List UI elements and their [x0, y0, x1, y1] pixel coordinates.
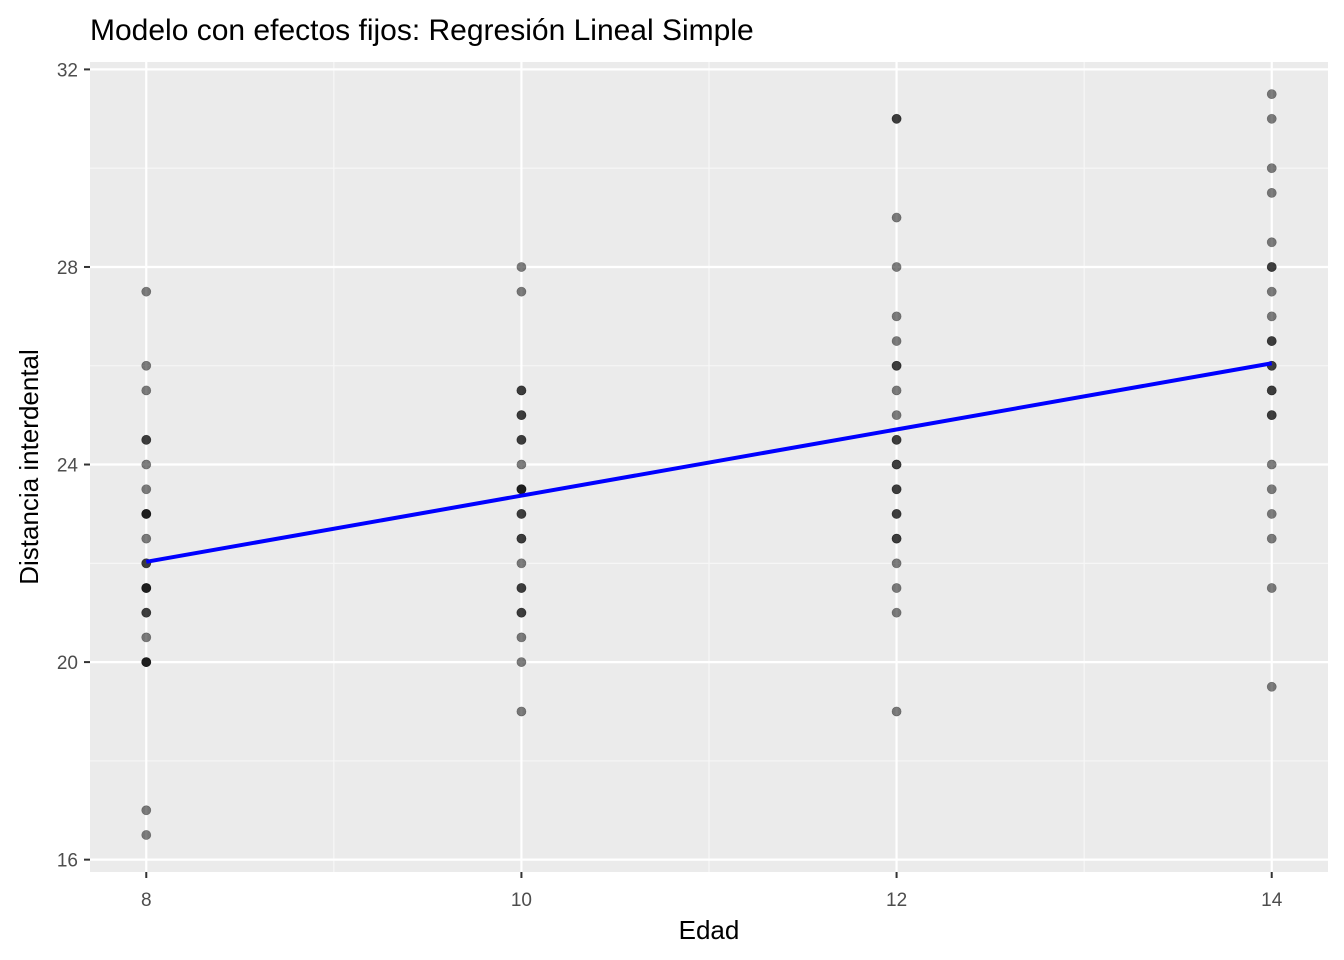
data-point [516, 410, 527, 421]
data-point [516, 509, 527, 519]
x-tick-label: 10 [511, 890, 532, 911]
y-axis-title: Distancia interdental [14, 349, 44, 585]
x-tick-label: 12 [886, 890, 907, 911]
x-tick-label: 14 [1261, 890, 1283, 911]
data-point [516, 434, 527, 445]
data-point [891, 385, 902, 396]
y-tick-label: 28 [57, 258, 78, 279]
data-point [1266, 237, 1277, 248]
data-point [1266, 286, 1277, 297]
data-point [891, 262, 902, 272]
data-point [891, 706, 902, 717]
y-axis: 16 20 24 28 32 [57, 60, 90, 872]
data-point [1266, 509, 1277, 519]
data-point [891, 113, 902, 124]
x-tick-label: 8 [141, 890, 152, 911]
data-point [516, 262, 527, 272]
data-point [141, 360, 152, 371]
data-point [891, 360, 902, 371]
data-point [891, 533, 902, 544]
data-point [891, 509, 902, 519]
data-point [141, 385, 152, 396]
data-point [1266, 459, 1277, 470]
data-point [891, 434, 902, 445]
data-point [141, 805, 152, 816]
data-point [141, 286, 152, 297]
data-point [516, 286, 527, 297]
y-tick-label: 32 [57, 60, 78, 81]
data-point [516, 706, 527, 717]
data-point [141, 607, 152, 618]
data-point [141, 657, 152, 667]
data-point [141, 459, 152, 470]
data-point [891, 607, 902, 618]
regression-line-group [145, 361, 1273, 564]
data-points [141, 89, 1277, 840]
data-point [141, 484, 152, 495]
x-axis: 8 10 12 14 [141, 872, 1283, 911]
data-point [1266, 681, 1277, 692]
y-tick-label: 24 [57, 456, 79, 477]
data-point [516, 385, 527, 396]
y-tick-label: 20 [57, 653, 78, 674]
y-tick-label: 16 [57, 851, 78, 872]
data-point [1266, 262, 1277, 272]
x-axis-title: Edad [679, 915, 740, 945]
data-point [516, 583, 527, 593]
regression-line [145, 361, 1273, 564]
data-point [1266, 311, 1277, 322]
data-point [141, 509, 152, 519]
data-point [1266, 583, 1277, 593]
data-point [891, 410, 902, 421]
data-point [141, 434, 152, 445]
data-point [1266, 410, 1277, 421]
data-point [891, 583, 902, 593]
minor-gridlines [90, 62, 1328, 872]
chart-title: Modelo con efectos fijos: Regresión Line… [90, 14, 754, 47]
data-point [1266, 484, 1277, 495]
data-point [141, 533, 152, 544]
data-point [516, 533, 527, 544]
data-point [891, 336, 902, 346]
data-point [1266, 89, 1277, 100]
data-point [891, 311, 902, 322]
data-point [891, 212, 902, 223]
data-point [891, 459, 902, 470]
data-point [516, 607, 527, 618]
data-point [141, 632, 152, 643]
data-point [1266, 385, 1277, 396]
data-point [1266, 163, 1277, 174]
data-point [1266, 113, 1277, 124]
data-point [516, 657, 527, 667]
data-point [1266, 336, 1277, 346]
data-point [891, 558, 902, 569]
data-point [141, 583, 152, 593]
data-point [1266, 187, 1277, 198]
data-point [516, 632, 527, 643]
data-point [516, 484, 527, 495]
data-point [891, 484, 902, 495]
data-point [141, 830, 152, 840]
data-point [1266, 533, 1277, 544]
data-point [516, 459, 527, 470]
data-point [516, 558, 527, 569]
